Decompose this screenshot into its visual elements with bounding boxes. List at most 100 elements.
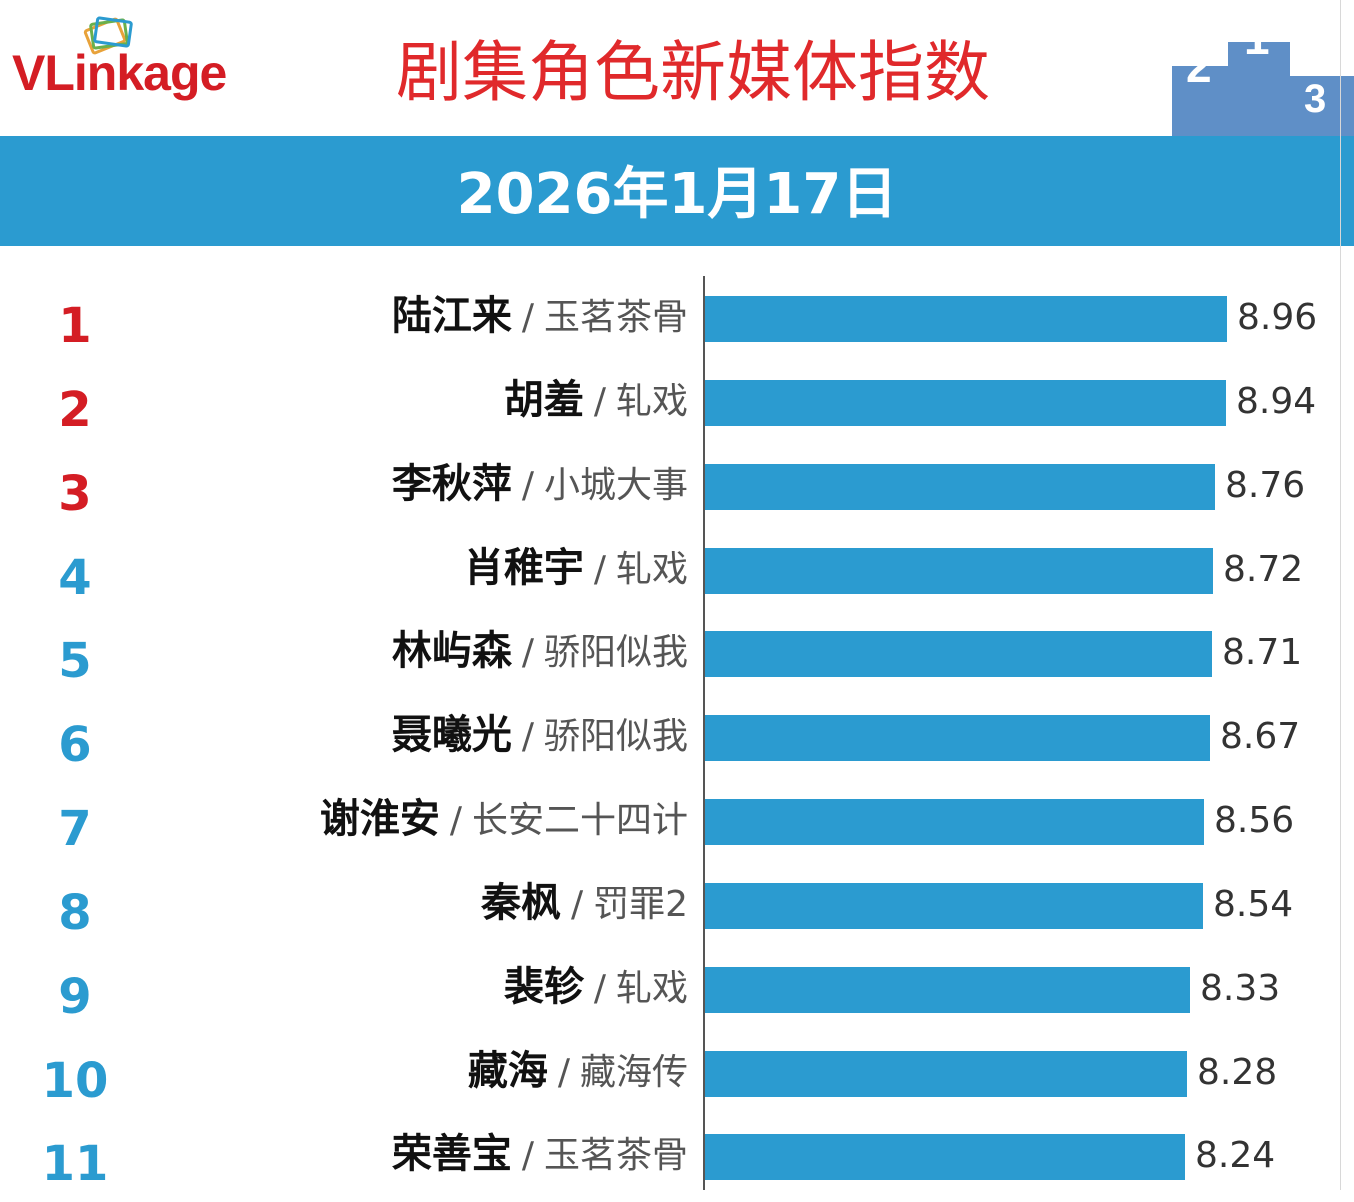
show-name: 轧戏 (615, 549, 688, 590)
bar-label: 肖稚宇 / 轧戏 (464, 548, 688, 588)
date-label: 2026年1月17日 (456, 162, 898, 227)
bar (705, 631, 1212, 677)
rank-number: 4 (58, 550, 92, 606)
date-band: 2026年1月17日 (0, 136, 1354, 246)
bar-label: 李秋萍 / 小城大事 (392, 464, 688, 504)
role-name: 肖稚宇 (463, 545, 584, 591)
rank-number: 3 (58, 466, 92, 522)
show-name: 骄阳似我 (543, 716, 688, 757)
value-label: 8.24 (1195, 1135, 1276, 1176)
separator: / (521, 1135, 534, 1176)
show-name: 轧戏 (615, 968, 688, 1009)
bar (705, 380, 1226, 426)
rank-number: 7 (58, 801, 92, 857)
role-name: 聂曦光 (391, 712, 512, 758)
chart-row: 2 胡羞 / 轧戏 8.94 (0, 364, 1354, 448)
rank-number: 5 (58, 633, 92, 689)
value-label: 8.67 (1220, 716, 1301, 757)
value-label: 8.96 (1237, 297, 1318, 338)
header: VLinkage 剧集角色新媒体指数 2 1 3 (0, 0, 1354, 136)
bar-label: 胡羞 / 轧戏 (504, 380, 688, 420)
separator: / (593, 381, 606, 422)
separator: / (570, 884, 584, 925)
podium-digit-2: 2 (1186, 40, 1212, 92)
podium-digit-3: 3 (1304, 77, 1326, 121)
bar (705, 799, 1204, 845)
bar (705, 1051, 1187, 1097)
bar-label: 聂曦光 / 骄阳似我 (392, 715, 688, 755)
role-name: 荣善宝 (391, 1131, 512, 1177)
role-name: 陆江来 (391, 293, 512, 339)
chart-row: 9 裴轸 / 轧戏 8.33 (0, 951, 1354, 1035)
role-name: 谢淮安 (319, 796, 440, 842)
rank-number: 11 (41, 1136, 109, 1192)
role-name: 胡羞 (503, 377, 584, 423)
value-label: 8.72 (1223, 549, 1304, 590)
role-name: 林屿森 (391, 628, 512, 674)
bar (705, 715, 1210, 761)
page-title: 剧集角色新媒体指数 (396, 34, 990, 111)
bar (705, 296, 1227, 342)
separator: / (557, 1052, 570, 1093)
value-label: 8.94 (1236, 381, 1317, 422)
value-label: 8.56 (1214, 800, 1295, 841)
rank-number: 1 (58, 298, 92, 354)
bar-label: 秦枫 / 罚罪2 (481, 883, 688, 923)
separator: / (449, 800, 462, 841)
role-name: 藏海 (467, 1048, 548, 1094)
chart-row: 4 肖稚宇 / 轧戏 8.72 (0, 532, 1354, 616)
chart-row: 6 聂曦光 / 骄阳似我 8.67 (0, 699, 1354, 783)
show-name: 小城大事 (543, 465, 688, 506)
separator: / (521, 297, 534, 338)
chart-row: 5 林屿森 / 骄阳似我 8.71 (0, 615, 1354, 699)
chart-row: 1 陆江来 / 玉茗茶骨 8.96 (0, 280, 1354, 364)
separator: / (593, 968, 606, 1009)
right-border (1340, 0, 1341, 1190)
logo-cards-icon (83, 16, 133, 55)
chart-row: 7 谢淮安 / 长安二十四计 8.56 (0, 783, 1354, 867)
show-name: 轧戏 (615, 381, 688, 422)
rank-number: 9 (58, 969, 92, 1025)
bar-label: 谢淮安 / 长安二十四计 (320, 799, 688, 839)
value-label: 8.33 (1200, 968, 1281, 1009)
bar-label: 裴轸 / 轧戏 (504, 967, 688, 1007)
chart-row: 11 荣善宝 / 玉茗茶骨 8.24 (0, 1118, 1354, 1202)
separator: / (521, 716, 534, 757)
rank-number: 10 (41, 1053, 109, 1109)
bar-label: 林屿森 / 骄阳似我 (392, 631, 688, 671)
chart-axis (703, 276, 705, 1190)
rank-number: 8 (58, 885, 92, 941)
separator: / (521, 632, 534, 673)
value-label: 8.71 (1222, 632, 1303, 673)
show-name: 玉茗茶骨 (543, 1135, 688, 1176)
show-name: 长安二十四计 (471, 800, 688, 841)
show-name: 玉茗茶骨 (543, 297, 688, 338)
role-name: 秦枫 (480, 880, 561, 926)
separator: / (521, 465, 534, 506)
bar (705, 883, 1203, 929)
rank-number: 2 (58, 382, 92, 438)
bar (705, 1134, 1185, 1180)
separator: / (593, 549, 606, 590)
bar (705, 464, 1215, 510)
show-name: 罚罪2 (593, 884, 688, 925)
role-name: 裴轸 (503, 964, 584, 1010)
bar-label: 陆江来 / 玉茗茶骨 (392, 296, 688, 336)
bar-label: 藏海 / 藏海传 (468, 1051, 688, 1091)
role-name: 李秋萍 (391, 461, 512, 507)
podium-digit-1: 1 (1244, 12, 1270, 64)
chart-row: 8 秦枫 / 罚罪2 8.54 (0, 867, 1354, 951)
value-label: 8.54 (1213, 884, 1294, 925)
bar (705, 548, 1213, 594)
value-label: 8.76 (1225, 465, 1306, 506)
chart-row: 3 李秋萍 / 小城大事 8.76 (0, 448, 1354, 532)
brand-logo: VLinkage (12, 45, 227, 101)
podium-icon: 2 1 3 (1172, 12, 1354, 136)
bar-label: 荣善宝 / 玉茗茶骨 (392, 1134, 688, 1174)
show-name: 藏海传 (579, 1052, 688, 1093)
show-name: 骄阳似我 (543, 632, 688, 673)
chart-row: 10 藏海 / 藏海传 8.28 (0, 1035, 1354, 1119)
value-label: 8.28 (1197, 1052, 1278, 1093)
bar (705, 967, 1190, 1013)
rank-number: 6 (58, 717, 92, 773)
